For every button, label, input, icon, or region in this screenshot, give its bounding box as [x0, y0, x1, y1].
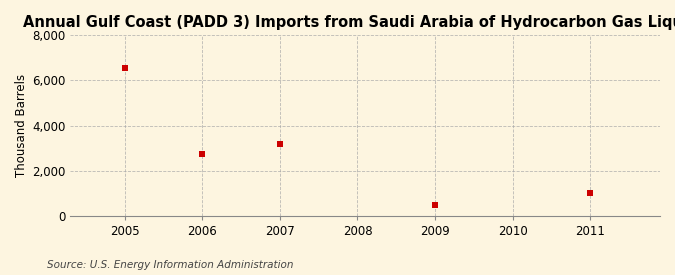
Y-axis label: Thousand Barrels: Thousand Barrels — [15, 74, 28, 177]
Title: Annual Gulf Coast (PADD 3) Imports from Saudi Arabia of Hydrocarbon Gas Liquids: Annual Gulf Coast (PADD 3) Imports from … — [23, 15, 675, 30]
Text: Source: U.S. Energy Information Administration: Source: U.S. Energy Information Administ… — [47, 260, 294, 270]
